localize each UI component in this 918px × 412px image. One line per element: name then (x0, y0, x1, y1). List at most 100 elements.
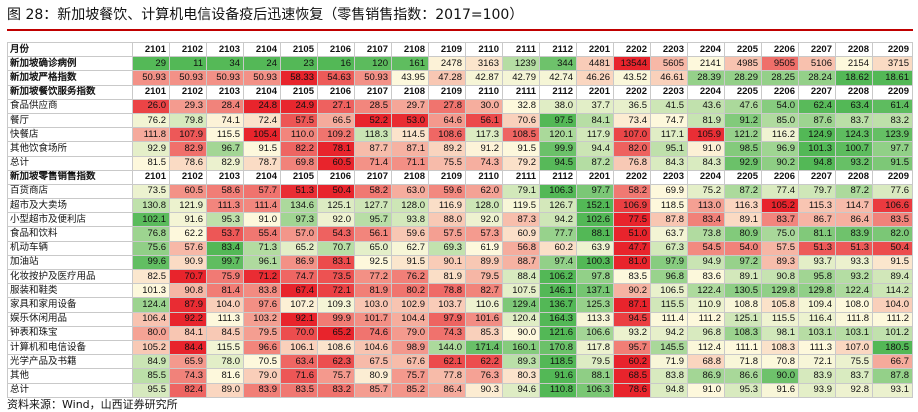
table-cell: 18.62 (835, 70, 873, 86)
table-cell: 97.9 (428, 311, 466, 327)
header-month: 2207 (798, 41, 836, 58)
table-cell: 99.6 (132, 254, 170, 271)
table-cell: 36.5 (613, 98, 651, 114)
table-cell: 76.2 (391, 268, 429, 285)
table-cell: 70.5 (243, 354, 281, 370)
table-cell: 96.7 (206, 141, 244, 157)
header-month: 2208 (835, 41, 873, 58)
table-cell: 83.9 (243, 382, 281, 398)
table-cell: 122.4 (835, 283, 873, 299)
table-cell: 42.87 (465, 70, 503, 86)
table-cell: 92.9 (724, 155, 762, 171)
row-label: 新加坡零售销售指数 (7, 169, 133, 185)
header-month: 2204 (687, 41, 725, 58)
table-cell: 11 (169, 56, 207, 72)
table-cell: 59.6 (391, 226, 429, 242)
table-row: 计算机和电信设备 105.2 84.4 115.5 96.6 106.1 108.6 104.… (7, 339, 913, 356)
table-cell: 74.3 (169, 368, 207, 384)
table-cell: 91.0 (687, 141, 725, 157)
table-cell: 79.5 (243, 325, 281, 341)
table-cell: 2141 (687, 56, 725, 72)
table-cell: 130.8 (132, 198, 170, 214)
table-cell: 71.9 (650, 354, 688, 370)
table-cell: 62.7 (391, 240, 429, 256)
table-cell: 97.8 (576, 268, 614, 285)
table-cell: 89.3 (761, 254, 799, 271)
table-cell: 137.1 (576, 283, 614, 299)
table-cell: 94.4 (576, 141, 614, 157)
table-cell: 57.5 (761, 240, 799, 256)
table-cell: 103.2 (243, 311, 281, 327)
row-label: 娱乐休闲用品 (7, 311, 133, 327)
table-cell: 87.8 (872, 368, 913, 384)
table-cell: 2209 (872, 169, 913, 185)
table-cell: 9505 (761, 56, 799, 72)
table-cell: 92.2 (169, 311, 207, 327)
table-cell: 47.28 (428, 70, 466, 86)
table-cell: 2107 (354, 169, 392, 185)
table-cell: 73.4 (613, 112, 651, 129)
table-cell: 98.9 (391, 339, 429, 356)
table-cell: 108.3 (761, 339, 799, 356)
section-header-row: 新加坡餐饮服务指数 2101 2102 2103 2104 2105 2106 2107 210… (7, 84, 913, 100)
table-cell: 3715 (872, 56, 913, 72)
table-cell: 75.9 (206, 268, 244, 285)
table-cell: 67.5 (354, 354, 392, 370)
table-cell: 83.9 (798, 368, 836, 384)
table-cell: 2205 (724, 169, 762, 185)
table-cell: 99.9 (539, 141, 577, 157)
table-cell: 70.0 (280, 325, 318, 341)
table-cell: 85.7 (354, 382, 392, 398)
table-cell: 144.0 (428, 339, 466, 356)
table-cell: 27.1 (317, 98, 355, 114)
section-header-row: 新加坡零售销售指数 2101 2102 2103 2104 2105 2106 2107 210… (7, 169, 913, 185)
table-row: 机动车辆 75.6 57.6 83.4 71.3 65.2 70.7 65.0 62.7 69.3… (7, 240, 913, 256)
table-cell: 56.1 (465, 112, 503, 129)
table-cell: 125.1 (317, 198, 355, 214)
table-cell: 71.6 (280, 368, 318, 384)
table-cell: 62.0 (465, 183, 503, 200)
table-row: 小型超市及便利店 102.1 91.6 95.3 91.0 97.3 92.0 95.7 93.… (7, 212, 913, 228)
table-cell: 77.7 (539, 226, 577, 242)
table-cell: 171.4 (465, 339, 503, 356)
table-cell: 83.9 (835, 226, 873, 242)
table-cell: 81.9 (687, 112, 725, 129)
table-cell: 83.5 (280, 382, 318, 398)
table-cell: 111.8 (132, 127, 170, 143)
table-cell: 136.7 (539, 297, 577, 313)
table-cell: 42.74 (539, 70, 577, 86)
table-cell: 97.5 (539, 112, 577, 129)
table-cell: 94.2 (650, 325, 688, 341)
table-cell: 2109 (428, 84, 466, 100)
table-cell: 28.4 (206, 98, 244, 114)
table-cell: 91.6 (761, 382, 799, 398)
table-cell: 2208 (835, 169, 873, 185)
table-row: 快餐店 111.8 107.9 115.5 105.4 110.0 109.2 118.3 11… (7, 127, 913, 143)
row-label: 总计 (7, 155, 133, 171)
table-cell: 111.8 (835, 311, 873, 327)
table-cell: 85.5 (132, 368, 170, 384)
table-cell: 83.1 (317, 254, 355, 271)
table-cell: 161 (391, 56, 429, 72)
table-cell: 2103 (206, 169, 244, 185)
table-cell: 79.0 (391, 325, 429, 341)
table-cell: 97.9 (650, 254, 688, 271)
table-cell: 106.1 (280, 339, 318, 356)
table-cell: 75.7 (391, 368, 429, 384)
table-cell: 67.4 (280, 283, 318, 299)
table-cell: 110.9 (687, 297, 725, 313)
table-row: 总计 81.5 78.6 82.9 78.7 69.8 60.5 71.4 71.1 75.5 74… (7, 155, 913, 171)
table-cell: 126.7 (539, 198, 577, 214)
table-cell: 116.9 (428, 198, 466, 214)
table-cell: 103.7 (428, 297, 466, 313)
table-cell: 2203 (650, 169, 688, 185)
table-cell: 125.1 (724, 311, 762, 327)
table-cell: 82.4 (169, 382, 207, 398)
table-cell: 74.3 (465, 155, 503, 171)
table-cell: 88.1 (576, 226, 614, 242)
table-cell: 50.93 (243, 70, 281, 86)
table-cell: 120 (354, 56, 392, 72)
table-cell: 75.2 (687, 183, 725, 200)
table-cell: 4985 (724, 56, 762, 72)
table-cell: 121.9 (169, 198, 207, 214)
